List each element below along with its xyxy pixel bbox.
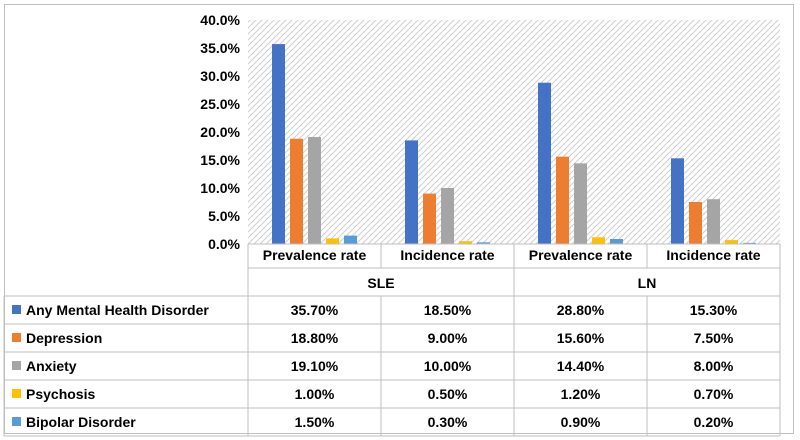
bar <box>477 242 490 244</box>
table-value: 0.90% <box>561 414 601 430</box>
y-tick-label: 20.0% <box>200 124 240 140</box>
legend-swatch <box>12 361 21 370</box>
table-value: 18.80% <box>291 330 339 346</box>
bar <box>671 158 684 244</box>
x-group-label: LN <box>638 275 657 291</box>
series-name: Depression <box>26 330 102 346</box>
bar <box>556 156 569 244</box>
table-value: 9.00% <box>428 330 468 346</box>
bar <box>725 240 738 244</box>
y-tick-label: 40.0% <box>200 12 240 28</box>
legend-swatch <box>12 305 21 314</box>
table-value: 1.00% <box>295 386 335 402</box>
x-category-label: Incidence rate <box>666 247 760 263</box>
bar <box>538 82 551 244</box>
bar <box>689 202 702 244</box>
y-tick-label: 15.0% <box>200 152 240 168</box>
y-tick-label: 0.0% <box>208 236 240 252</box>
series-name: Psychosis <box>26 386 95 402</box>
series-name: Any Mental Health Disorder <box>26 302 209 318</box>
table-value: 14.40% <box>557 358 605 374</box>
y-tick-label: 35.0% <box>200 40 240 56</box>
bar <box>344 235 357 244</box>
x-group-label: SLE <box>367 275 394 291</box>
bar <box>707 199 720 244</box>
table-value: 19.10% <box>291 358 339 374</box>
bar <box>441 188 454 244</box>
bar <box>308 137 321 244</box>
y-tick-label: 30.0% <box>200 68 240 84</box>
table-value: 1.50% <box>295 414 335 430</box>
bar <box>423 193 436 244</box>
legend-swatch <box>12 417 21 426</box>
y-tick-label: 10.0% <box>200 180 240 196</box>
table-value: 10.00% <box>424 358 472 374</box>
table-value: 0.50% <box>428 386 468 402</box>
table-value: 35.70% <box>291 302 339 318</box>
table-value: 28.80% <box>557 302 605 318</box>
bar <box>326 238 339 244</box>
bar <box>272 44 285 244</box>
series-name: Anxiety <box>26 358 77 374</box>
table-value: 1.20% <box>561 386 601 402</box>
bar <box>459 241 472 244</box>
x-category-label: Prevalence rate <box>263 247 367 263</box>
table-value: 0.30% <box>428 414 468 430</box>
table-value: 15.60% <box>557 330 605 346</box>
bar <box>592 237 605 244</box>
bar <box>290 138 303 244</box>
series-name: Bipolar Disorder <box>26 414 136 430</box>
table-value: 18.50% <box>424 302 472 318</box>
table-value: 7.50% <box>694 330 734 346</box>
table-value: 0.20% <box>694 414 734 430</box>
x-category-label: Prevalence rate <box>529 247 633 263</box>
bar <box>610 238 623 244</box>
x-category-label: Incidence rate <box>400 247 494 263</box>
y-tick-label: 25.0% <box>200 96 240 112</box>
table-value: 0.70% <box>694 386 734 402</box>
bar <box>405 140 418 244</box>
table-value: 15.30% <box>690 302 738 318</box>
y-tick-label: 5.0% <box>208 208 240 224</box>
chart-frame <box>4 4 794 434</box>
legend-swatch <box>12 389 21 398</box>
table-value: 8.00% <box>694 358 734 374</box>
legend-swatch <box>12 333 21 342</box>
bar <box>574 163 587 244</box>
bar <box>743 242 756 244</box>
